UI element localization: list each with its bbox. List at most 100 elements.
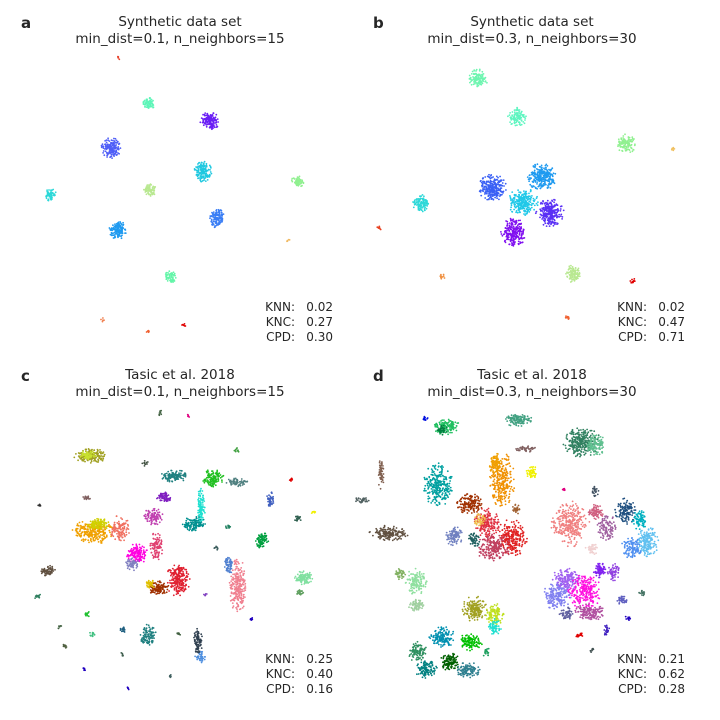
data-point bbox=[512, 239, 514, 242]
data-point bbox=[198, 501, 200, 504]
data-point bbox=[208, 475, 210, 477]
data-point bbox=[203, 510, 205, 513]
cluster bbox=[117, 55, 121, 61]
data-point bbox=[157, 518, 160, 520]
data-point bbox=[542, 216, 544, 219]
data-point bbox=[547, 173, 550, 176]
scatter-plot bbox=[34, 409, 317, 691]
chart-title: Synthetic data set bbox=[118, 14, 242, 30]
data-point bbox=[506, 222, 509, 225]
data-point bbox=[175, 590, 178, 592]
data-point bbox=[560, 213, 563, 216]
data-point bbox=[103, 533, 105, 536]
data-point bbox=[209, 480, 212, 482]
data-point bbox=[195, 517, 198, 520]
data-point bbox=[517, 109, 519, 112]
data-point bbox=[76, 527, 79, 530]
data-point bbox=[209, 123, 211, 126]
data-point bbox=[144, 554, 147, 557]
data-point bbox=[79, 525, 82, 527]
data-point bbox=[239, 482, 242, 485]
data-point bbox=[215, 221, 218, 224]
data-point bbox=[154, 552, 157, 555]
data-point bbox=[489, 179, 492, 182]
data-point bbox=[148, 97, 151, 99]
data-point bbox=[468, 78, 471, 80]
metric-value: 0.47 bbox=[658, 315, 685, 329]
data-point bbox=[577, 277, 579, 280]
data-point bbox=[544, 164, 547, 167]
data-point bbox=[113, 148, 116, 150]
data-point bbox=[173, 564, 176, 567]
data-point bbox=[522, 115, 525, 118]
data-point bbox=[114, 232, 117, 235]
data-point bbox=[516, 211, 519, 214]
data-point bbox=[158, 536, 161, 539]
data-point bbox=[167, 278, 170, 280]
data-point bbox=[160, 495, 163, 498]
data-point bbox=[574, 267, 577, 269]
data-point bbox=[116, 232, 119, 234]
data-point bbox=[619, 146, 622, 148]
data-point bbox=[101, 143, 104, 146]
data-point bbox=[524, 191, 527, 194]
data-point bbox=[490, 197, 493, 200]
data-point bbox=[547, 219, 550, 222]
data-point bbox=[162, 494, 164, 497]
data-point bbox=[103, 518, 106, 521]
data-point bbox=[417, 208, 420, 211]
data-point bbox=[216, 211, 218, 214]
data-point bbox=[123, 534, 126, 537]
data-point bbox=[197, 509, 200, 512]
data-point bbox=[109, 531, 111, 534]
data-point bbox=[491, 182, 493, 185]
data-point bbox=[518, 121, 521, 124]
data-point bbox=[160, 518, 163, 521]
cluster bbox=[376, 225, 382, 231]
data-point bbox=[137, 553, 140, 556]
data-point bbox=[201, 514, 203, 516]
data-point bbox=[212, 478, 215, 480]
data-point bbox=[567, 318, 570, 320]
data-point bbox=[510, 225, 513, 227]
metric-row: CPD: 0.71 bbox=[605, 330, 685, 345]
data-point bbox=[482, 80, 485, 82]
data-point bbox=[618, 141, 620, 143]
data-point bbox=[625, 147, 627, 150]
data-point bbox=[112, 150, 115, 153]
data-point bbox=[511, 230, 514, 233]
data-point bbox=[484, 197, 487, 199]
data-point bbox=[216, 118, 219, 120]
data-point bbox=[158, 547, 161, 549]
data-point bbox=[96, 517, 98, 520]
data-point bbox=[508, 114, 511, 116]
data-point bbox=[108, 523, 110, 526]
data-point bbox=[566, 275, 568, 278]
data-point bbox=[150, 100, 153, 103]
data-point bbox=[544, 167, 547, 169]
data-point bbox=[214, 215, 217, 218]
data-point bbox=[108, 140, 111, 143]
data-point bbox=[519, 112, 521, 115]
data-point bbox=[548, 225, 551, 228]
data-point bbox=[89, 527, 92, 530]
data-point bbox=[547, 222, 549, 225]
cluster bbox=[71, 520, 113, 544]
data-point bbox=[83, 528, 86, 531]
data-point bbox=[89, 462, 92, 464]
data-point bbox=[516, 224, 519, 227]
data-point bbox=[530, 206, 533, 209]
data-point bbox=[173, 272, 176, 275]
data-point bbox=[559, 210, 562, 212]
data-point bbox=[84, 539, 86, 541]
data-point bbox=[510, 117, 512, 120]
data-point bbox=[210, 473, 213, 475]
data-point bbox=[512, 200, 514, 203]
data-point bbox=[176, 584, 179, 587]
data-point bbox=[150, 521, 153, 524]
data-point bbox=[89, 450, 92, 453]
data-point bbox=[216, 217, 219, 220]
data-point bbox=[202, 494, 205, 497]
data-point bbox=[569, 274, 571, 277]
data-point bbox=[153, 551, 156, 553]
